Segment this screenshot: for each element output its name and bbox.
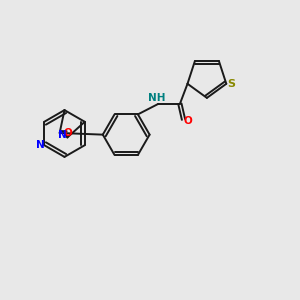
Text: N: N: [36, 140, 45, 150]
Text: O: O: [63, 128, 72, 138]
Text: NH: NH: [148, 93, 166, 103]
Text: S: S: [227, 79, 235, 89]
Text: N: N: [58, 130, 67, 140]
Text: O: O: [184, 116, 192, 126]
